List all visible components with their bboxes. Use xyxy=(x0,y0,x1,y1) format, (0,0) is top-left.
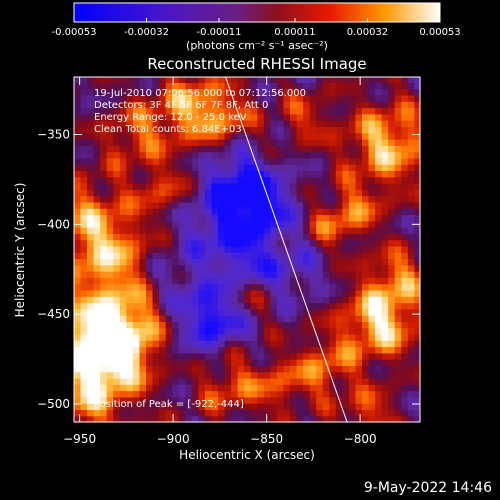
colorbar-tick-label: 0.00011 xyxy=(274,27,315,38)
annotation-line: Clean Total counts: 6.84E+03 xyxy=(94,124,242,135)
annotation-line: 19-Jul-2010 07:06:56.000 to 07:12:56.000 xyxy=(94,88,306,99)
solar-limb-line xyxy=(225,76,348,423)
annotation-line: Energy Range: 12.0 - 25.0 keV xyxy=(94,112,247,123)
y-tick-label: −450 xyxy=(37,307,70,321)
y-tick-label: −350 xyxy=(37,128,70,142)
x-tick-label: −950 xyxy=(63,432,96,446)
peak-position-label: Position of Peak = [-922,-444] xyxy=(94,399,244,410)
timestamp: 9-May-2022 14:46 xyxy=(363,480,492,496)
colorbar-tick-label: 0.00032 xyxy=(347,27,388,38)
colorbar xyxy=(73,2,441,23)
colorbar-unit-label: (photons cm⁻² s⁻¹ asec⁻²) xyxy=(186,39,328,52)
x-tick-label: −900 xyxy=(157,432,190,446)
colorbar-tick-label: -0.00011 xyxy=(197,27,242,38)
x-axis-label: Heliocentric X (arcsec) xyxy=(179,448,315,462)
y-axis-ticks: −350 −400 −450 −500 xyxy=(37,128,420,411)
colorbar-tick-label: -0.00053 xyxy=(52,27,97,38)
y-axis-label: Heliocentric Y (arcsec) xyxy=(13,183,27,318)
y-tick-label: −400 xyxy=(37,217,70,231)
colorbar-tick-label: -0.00032 xyxy=(124,27,169,38)
x-tick-label: −850 xyxy=(250,432,283,446)
colorbar-tick-label: 0.00053 xyxy=(419,27,460,38)
chart-title: Reconstructed RHESSI Image xyxy=(147,55,366,73)
x-axis-ticks: −950 −900 −850 −800 xyxy=(63,77,377,446)
y-tick-label: −500 xyxy=(37,397,70,411)
x-tick-label: −800 xyxy=(344,432,377,446)
annotation-block: 19-Jul-2010 07:06:56.000 to 07:12:56.000… xyxy=(94,88,306,135)
colorbar-ticks: -0.00053 -0.00032 -0.00011 0.00011 0.00032 0.… xyxy=(52,18,461,38)
plot-frame xyxy=(73,76,421,423)
heatmap-image xyxy=(74,77,420,422)
annotation-line: Detectors: 3F 4F 5F 6F 7F 8F, Att 0 xyxy=(94,100,268,111)
